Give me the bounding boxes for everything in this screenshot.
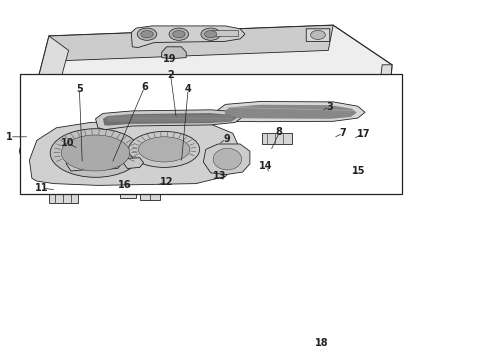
Text: 7: 7 — [340, 128, 346, 138]
Ellipse shape — [117, 139, 143, 153]
Ellipse shape — [61, 135, 130, 171]
FancyBboxPatch shape — [181, 126, 250, 162]
Text: 16: 16 — [118, 180, 132, 190]
Polygon shape — [224, 105, 357, 119]
Bar — [20, 74, 402, 194]
Polygon shape — [66, 158, 96, 171]
Text: 4: 4 — [185, 84, 192, 94]
Polygon shape — [49, 25, 333, 61]
FancyBboxPatch shape — [49, 185, 78, 203]
Text: 15: 15 — [352, 166, 366, 176]
Text: 2: 2 — [167, 69, 174, 80]
Ellipse shape — [137, 28, 157, 40]
Polygon shape — [203, 144, 250, 175]
Ellipse shape — [141, 31, 153, 38]
Text: 9: 9 — [223, 134, 230, 144]
Text: 14: 14 — [259, 161, 273, 171]
FancyBboxPatch shape — [311, 167, 338, 185]
Polygon shape — [162, 47, 186, 59]
Polygon shape — [29, 121, 240, 185]
FancyBboxPatch shape — [120, 188, 136, 198]
Polygon shape — [103, 113, 237, 126]
Ellipse shape — [341, 138, 353, 147]
Text: 13: 13 — [213, 171, 226, 181]
Ellipse shape — [172, 31, 185, 38]
Ellipse shape — [205, 31, 217, 38]
Ellipse shape — [213, 148, 242, 170]
FancyBboxPatch shape — [336, 135, 358, 149]
Polygon shape — [20, 36, 69, 158]
Text: 12: 12 — [160, 177, 173, 187]
Text: 10: 10 — [61, 138, 74, 148]
Text: 17: 17 — [357, 129, 370, 139]
Text: 18: 18 — [315, 338, 329, 348]
Polygon shape — [131, 26, 245, 48]
Ellipse shape — [201, 28, 220, 40]
FancyBboxPatch shape — [216, 182, 234, 194]
FancyBboxPatch shape — [252, 167, 287, 185]
Text: 3: 3 — [326, 102, 333, 112]
Polygon shape — [218, 102, 365, 122]
Polygon shape — [103, 159, 122, 169]
Text: 19: 19 — [163, 54, 177, 64]
Polygon shape — [368, 65, 392, 187]
Polygon shape — [20, 25, 392, 187]
Text: 11: 11 — [35, 183, 49, 193]
Ellipse shape — [311, 30, 325, 40]
FancyBboxPatch shape — [140, 185, 160, 200]
Text: 1: 1 — [6, 132, 13, 142]
FancyBboxPatch shape — [211, 30, 238, 36]
Ellipse shape — [128, 131, 200, 167]
Polygon shape — [123, 158, 144, 168]
Ellipse shape — [76, 140, 115, 158]
Ellipse shape — [139, 137, 190, 162]
Polygon shape — [96, 110, 243, 130]
Text: 6: 6 — [141, 82, 148, 92]
Polygon shape — [172, 108, 265, 180]
Text: 5: 5 — [76, 84, 83, 94]
FancyBboxPatch shape — [262, 133, 292, 144]
Polygon shape — [59, 115, 172, 180]
FancyBboxPatch shape — [306, 29, 330, 41]
Ellipse shape — [50, 129, 141, 177]
Ellipse shape — [169, 28, 189, 40]
Text: 8: 8 — [276, 127, 283, 138]
